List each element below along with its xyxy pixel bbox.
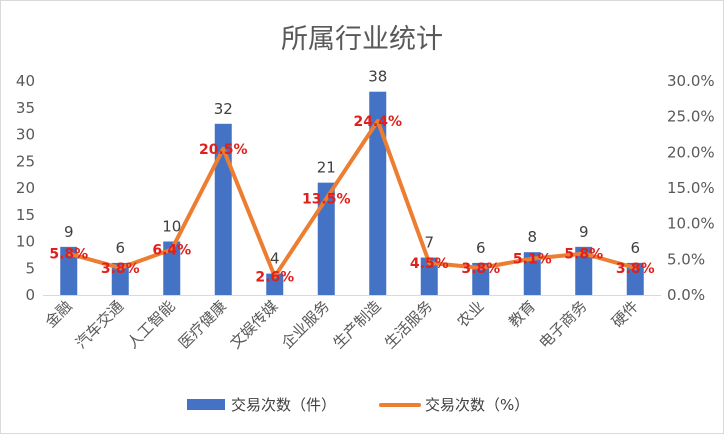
y-left-tick-label: 0 (25, 286, 35, 304)
y-left-tick-label: 35 (16, 99, 35, 117)
x-category-label: 医疗健康 (175, 297, 230, 352)
bar-value-label: 6 (115, 239, 125, 257)
y-left-tick-label: 15 (16, 206, 35, 224)
line-value-label: 5.1% (513, 252, 552, 268)
line-value-label: 13.5% (302, 192, 351, 208)
y-left-tick-label: 25 (16, 152, 35, 170)
x-category-label: 农业 (454, 297, 488, 331)
bar (575, 246, 593, 295)
line-value-label: 20.5% (199, 142, 248, 158)
y-left-tick-label: 20 (16, 179, 35, 197)
y-right-tick-label: 25.0% (667, 108, 715, 126)
bar-value-label: 7 (424, 234, 434, 252)
bar (266, 273, 284, 295)
bars-group (60, 91, 644, 295)
bar (163, 241, 181, 295)
data-labels-group: 9 6 10 32 4 21 38 7 6 8 9 6 5.8% 3.8% 6.4% 20.5% 2.6% 13.… (49, 68, 654, 286)
bar-value-label: 4 (270, 250, 280, 268)
y-right-tick-label: 10.0% (667, 215, 715, 233)
x-category-label: 金融 (42, 297, 76, 331)
bar-value-label: 21 (317, 159, 336, 177)
chart-title: 所属行业统计 (281, 24, 443, 55)
bar (317, 182, 335, 295)
bar (420, 257, 438, 295)
x-category-label: 文娱传媒 (226, 297, 281, 352)
bar-value-label: 8 (527, 228, 537, 246)
line-value-label: 5.8% (564, 247, 603, 263)
line-value-label: 3.8% (101, 261, 140, 277)
bar-value-label: 9 (64, 223, 74, 241)
bar (60, 246, 78, 295)
bar-value-label: 6 (630, 239, 640, 257)
line-value-label: 3.8% (616, 261, 655, 277)
bar (472, 262, 490, 295)
x-category-label: 汽车交通 (72, 297, 127, 352)
x-category-label: 教育 (505, 297, 539, 331)
x-category-label: 生活服务 (381, 297, 436, 352)
bar (214, 123, 232, 295)
bar-value-label: 9 (579, 223, 589, 241)
y-right-tick-label: 0.0% (667, 286, 705, 304)
line-value-label: 6.4% (152, 242, 191, 258)
line-value-label: 2.6% (255, 269, 294, 285)
line-value-label: 4.5% (410, 256, 449, 272)
legend-label-line: 交易次数（%） (425, 396, 529, 414)
y-left-tick-label: 5 (25, 259, 35, 277)
legend: 交易次数（件） 交易次数（%） (187, 396, 529, 414)
x-category-label: 生产制造 (329, 297, 384, 352)
y-left-tick-label: 10 (16, 233, 35, 251)
bar (523, 252, 541, 295)
x-category-label: 企业服务 (278, 297, 333, 352)
bar (369, 91, 387, 295)
bar (626, 262, 644, 295)
bar-value-label: 6 (476, 239, 486, 257)
line-value-label: 24.4% (353, 114, 402, 130)
x-category-label: 人工智能 (123, 297, 178, 352)
bar (111, 262, 129, 295)
x-category-label: 硬件 (608, 297, 642, 331)
x-category-label: 电子商务 (535, 297, 590, 352)
y-right-tick-label: 5.0% (667, 250, 705, 268)
y-left-tick-label: 30 (16, 126, 35, 144)
line-series-group (66, 118, 638, 279)
bar-value-label: 38 (368, 68, 387, 86)
legend-label-bar: 交易次数（件） (231, 396, 336, 414)
y-right-tick-label: 15.0% (667, 179, 715, 197)
legend-swatch-bar (187, 399, 225, 410)
line-value-label: 3.8% (461, 261, 500, 277)
line-value-label: 5.8% (49, 247, 88, 263)
bar-value-label: 32 (214, 100, 233, 118)
y-left-tick-label: 40 (16, 72, 35, 90)
bar-value-label: 10 (162, 218, 181, 236)
y-right-tick-label: 30.0% (667, 72, 715, 90)
y-right-tick-label: 20.0% (667, 143, 715, 161)
line-series-path (66, 118, 638, 279)
